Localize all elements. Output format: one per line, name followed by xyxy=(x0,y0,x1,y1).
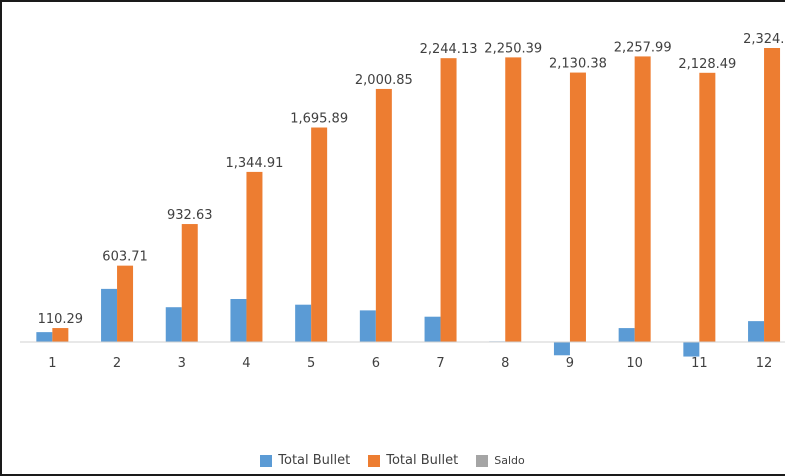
bar-series2-5 xyxy=(311,127,328,342)
bar-series2-7 xyxy=(440,58,457,343)
x-tick-label-1: 1 xyxy=(48,356,56,371)
data-label-3: 932.63 xyxy=(167,208,213,223)
bar-series2-2 xyxy=(117,265,134,342)
data-label-11: 2,128.49 xyxy=(678,57,736,72)
x-tick-label-12: 12 xyxy=(756,356,773,371)
bar-series1-5 xyxy=(295,304,312,342)
bar-series2-1 xyxy=(52,328,69,342)
x-tick-label-9: 9 xyxy=(566,356,574,371)
data-label-8: 2,250.39 xyxy=(484,41,542,56)
bar-series2-6 xyxy=(375,88,392,342)
bar-series2-11 xyxy=(699,72,716,342)
legend-item-3: Saldo xyxy=(476,453,525,468)
x-tick-label-3: 3 xyxy=(178,356,186,371)
bar-series2-12 xyxy=(764,48,781,342)
bar-series1-4 xyxy=(230,298,247,342)
x-tick-label-4: 4 xyxy=(242,356,250,371)
x-tick-label-11: 11 xyxy=(691,356,708,371)
data-label-6: 2,000.85 xyxy=(355,73,413,88)
bar-series1-9 xyxy=(553,342,570,356)
data-label-1: 110.29 xyxy=(38,312,84,327)
bar-series1-2 xyxy=(101,288,118,342)
data-label-5: 1,695.89 xyxy=(290,112,348,127)
legend-swatch xyxy=(476,454,489,467)
legend-swatch xyxy=(368,454,381,467)
bar-series1-7 xyxy=(424,316,441,342)
bar-series1-11 xyxy=(683,342,700,357)
x-tick-label-8: 8 xyxy=(501,356,509,371)
data-label-12: 2,324.59 xyxy=(743,32,785,47)
bar-series1-6 xyxy=(359,310,376,342)
legend: Total Bullet Total Bullet Saldo xyxy=(0,453,785,468)
data-label-7: 2,244.13 xyxy=(420,42,478,57)
bar-series1-1 xyxy=(36,332,53,342)
data-label-4: 1,344.91 xyxy=(226,156,284,171)
bar-series1-3 xyxy=(165,307,182,342)
legend-item-1: Total Bullet xyxy=(260,453,350,468)
bar-series1-12 xyxy=(748,321,765,342)
data-label-9: 2,130.38 xyxy=(549,57,607,72)
data-label-2: 603.71 xyxy=(102,250,148,265)
x-tick-label-6: 6 xyxy=(372,356,380,371)
legend-label: Total Bullet xyxy=(386,453,459,468)
bar-series2-3 xyxy=(181,224,198,342)
bar-series1-10 xyxy=(618,328,635,342)
legend-item-2: Total Bullet xyxy=(368,453,458,468)
bar-series2-10 xyxy=(634,56,651,343)
x-tick-label-10: 10 xyxy=(626,356,643,371)
x-tick-label-7: 7 xyxy=(436,356,444,371)
bar-series2-8 xyxy=(505,57,522,342)
legend-swatch xyxy=(260,454,273,467)
legend-label: Total Bullet xyxy=(278,453,351,468)
bar-series2-4 xyxy=(246,171,263,342)
x-tick-label-2: 2 xyxy=(113,356,121,371)
legend-label: Saldo xyxy=(494,454,525,467)
x-tick-label-5: 5 xyxy=(307,356,315,371)
data-label-10: 2,257.99 xyxy=(614,40,672,55)
bar-series2-9 xyxy=(569,72,586,342)
